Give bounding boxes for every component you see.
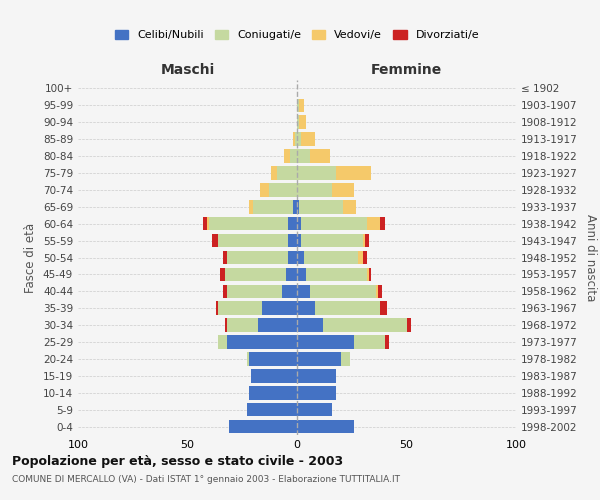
Bar	[299, 116, 306, 129]
Bar	[297, 268, 306, 281]
Y-axis label: Fasce di età: Fasce di età	[25, 222, 37, 292]
Bar	[376, 284, 378, 298]
Bar	[407, 318, 411, 332]
Bar	[337, 166, 371, 179]
Bar	[369, 268, 371, 281]
Legend: Celibi/Nubili, Coniugati/e, Vedovi/e, Divorziati/e: Celibi/Nubili, Coniugati/e, Vedovi/e, Di…	[110, 25, 484, 44]
Bar	[341, 352, 350, 366]
Bar	[249, 352, 297, 366]
Bar	[358, 250, 362, 264]
Bar	[297, 386, 337, 400]
Bar	[220, 268, 225, 281]
Bar	[223, 284, 227, 298]
Bar	[209, 217, 288, 230]
Bar	[297, 369, 337, 382]
Bar	[229, 420, 297, 434]
Bar	[216, 302, 218, 315]
Bar	[286, 268, 297, 281]
Bar	[297, 284, 310, 298]
Text: COMUNE DI MERCALLO (VA) - Dati ISTAT 1° gennaio 2003 - Elaborazione TUTTITALIA.I: COMUNE DI MERCALLO (VA) - Dati ISTAT 1° …	[12, 475, 400, 484]
Text: Femmine: Femmine	[371, 64, 442, 78]
Bar	[277, 166, 297, 179]
Bar	[260, 183, 269, 196]
Bar	[249, 386, 297, 400]
Bar	[218, 336, 227, 349]
Bar	[227, 284, 281, 298]
Bar	[365, 234, 369, 247]
Bar	[301, 132, 314, 146]
Bar	[297, 250, 304, 264]
Text: Maschi: Maschi	[160, 64, 215, 78]
Bar	[343, 200, 356, 213]
Bar	[293, 200, 297, 213]
Bar	[380, 217, 385, 230]
Bar	[295, 132, 297, 146]
Bar	[247, 403, 297, 416]
Bar	[297, 302, 314, 315]
Bar	[253, 200, 293, 213]
Bar	[297, 217, 301, 230]
Bar	[212, 234, 218, 247]
Bar	[380, 302, 387, 315]
Bar	[297, 234, 301, 247]
Bar	[367, 217, 380, 230]
Bar	[251, 369, 297, 382]
Bar	[284, 150, 290, 163]
Bar	[297, 420, 354, 434]
Bar	[288, 217, 297, 230]
Bar	[301, 234, 362, 247]
Bar	[297, 116, 299, 129]
Bar	[223, 250, 227, 264]
Bar	[218, 302, 262, 315]
Bar	[227, 250, 288, 264]
Bar	[362, 250, 367, 264]
Text: Popolazione per età, sesso e stato civile - 2003: Popolazione per età, sesso e stato civil…	[12, 455, 343, 468]
Bar	[297, 98, 299, 112]
Bar	[297, 166, 337, 179]
Bar	[323, 318, 407, 332]
Bar	[227, 318, 257, 332]
Bar	[218, 234, 288, 247]
Bar	[297, 403, 332, 416]
Bar	[354, 336, 385, 349]
Bar	[378, 284, 382, 298]
Bar	[257, 318, 297, 332]
Bar	[385, 336, 389, 349]
Bar	[297, 318, 323, 332]
Bar	[269, 183, 297, 196]
Bar	[301, 217, 367, 230]
Bar	[310, 150, 330, 163]
Bar	[297, 336, 354, 349]
Bar	[304, 250, 358, 264]
Bar	[288, 234, 297, 247]
Bar	[299, 98, 304, 112]
Bar	[293, 132, 295, 146]
Bar	[297, 150, 310, 163]
Bar	[288, 250, 297, 264]
Bar	[306, 268, 367, 281]
Bar	[247, 352, 249, 366]
Bar	[299, 200, 343, 213]
Bar	[367, 268, 369, 281]
Bar	[297, 183, 332, 196]
Bar	[290, 150, 297, 163]
Bar	[225, 318, 227, 332]
Bar	[297, 352, 341, 366]
Bar	[249, 200, 253, 213]
Bar	[332, 183, 354, 196]
Bar	[281, 284, 297, 298]
Bar	[203, 217, 207, 230]
Bar	[227, 336, 297, 349]
Bar	[271, 166, 277, 179]
Bar	[310, 284, 376, 298]
Bar	[262, 302, 297, 315]
Bar	[297, 200, 299, 213]
Bar	[207, 217, 209, 230]
Y-axis label: Anni di nascita: Anni di nascita	[584, 214, 597, 301]
Bar	[314, 302, 380, 315]
Bar	[297, 132, 301, 146]
Bar	[225, 268, 286, 281]
Bar	[362, 234, 365, 247]
